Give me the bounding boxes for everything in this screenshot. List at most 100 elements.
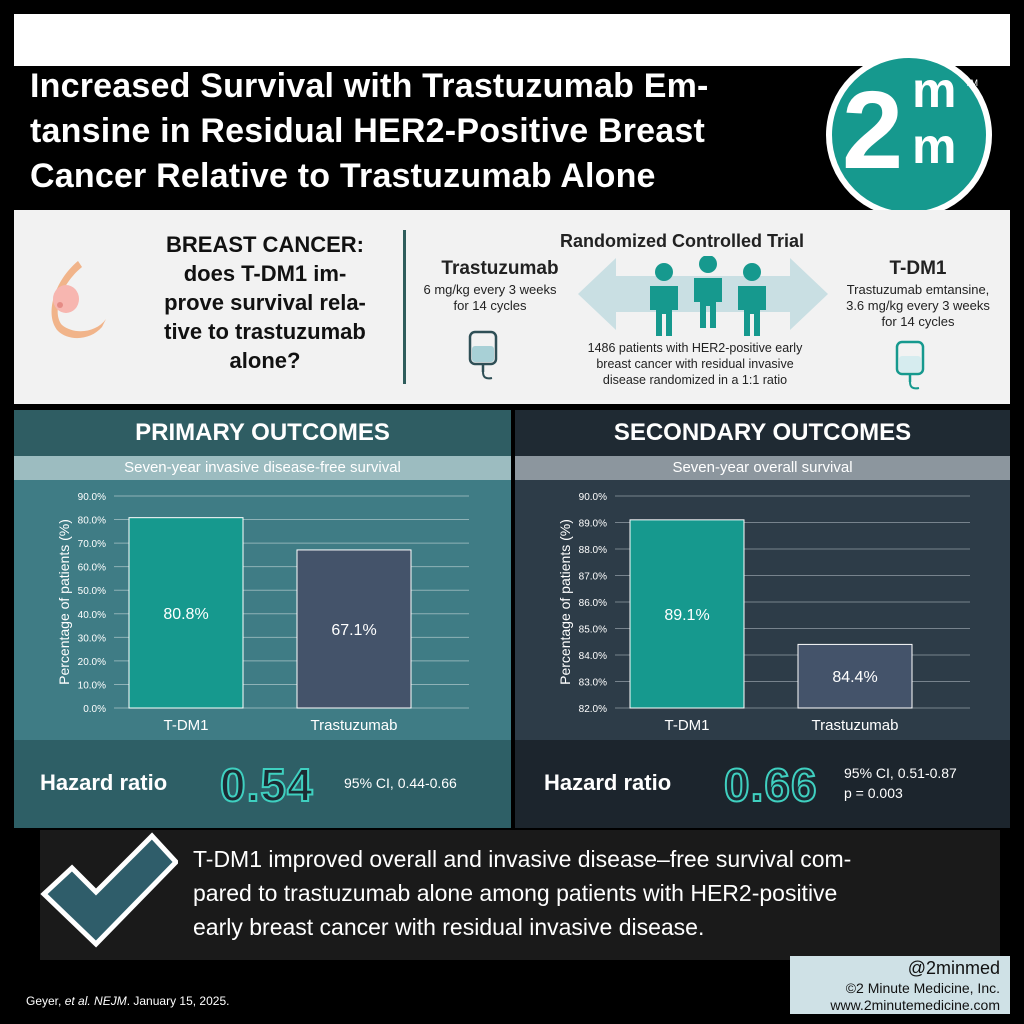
- primary-outcomes-title: PRIMARY OUTCOMES: [14, 410, 511, 456]
- y-tick-label: 90.0%: [579, 492, 607, 503]
- trial-title: Randomized Controlled Trial: [560, 231, 805, 251]
- y-tick-label: 83.0%: [579, 678, 607, 689]
- bar-trastuzumab: [296, 549, 412, 709]
- y-axis-label: Percentage of patients (%): [557, 519, 573, 685]
- secondary-outcomes-title: SECONDARY OUTCOMES: [515, 410, 1010, 456]
- logo-trademark: TM: [965, 78, 978, 88]
- patients-line: disease randomized in a 1:1 ratio: [602, 373, 788, 387]
- y-tick-label: 10.0%: [78, 680, 106, 691]
- secondary-confidence-interval: 95% CI, 0.51-0.87: [844, 765, 957, 781]
- research-question: BREAST CANCER: does T-DM1 im- prove surv…: [140, 230, 390, 375]
- arm2-name: T-DM1: [889, 258, 947, 279]
- y-tick-label: 84.0%: [579, 651, 607, 662]
- title-line: Cancer Relative to Trastuzumab Alone: [30, 157, 656, 195]
- question-line: alone?: [229, 348, 301, 373]
- x-tick-label: Trastuzumab: [812, 717, 899, 734]
- citation: Geyer, et al. NEJM. January 15, 2025.: [26, 994, 229, 1008]
- primary-bar-chart: 0.0% 10.0% 20.0% 30.0% 40.0% 50.0% 60.0% 70.0% 8…: [56, 492, 469, 734]
- logo-circle: [826, 52, 992, 218]
- y-tick-label: 86.0%: [579, 598, 607, 609]
- data-label: 80.8%: [163, 606, 208, 623]
- question-line: BREAST CANCER:: [166, 232, 364, 257]
- conclusion-line: pared to trastuzumab alone among patient…: [193, 880, 838, 906]
- x-tick-label: Trastuzumab: [311, 717, 398, 734]
- secondary-statistics: 95% CI, 0.51-0.87 p = 0.003: [844, 763, 957, 803]
- arm2-dose: Trastuzumab emtansine, 3.6 mg/kg every 3…: [828, 282, 1008, 330]
- bar-t-dm1: [128, 517, 244, 709]
- y-tick-label: 82.0%: [579, 704, 607, 715]
- logo-letter-top: m: [912, 62, 957, 118]
- arm1-dose-line: 6 mg/kg every 3 weeks: [423, 282, 557, 297]
- social-handle: @2minmed: [907, 958, 1000, 978]
- page-title: Increased Survival with Trastuzumab Em- …: [30, 64, 830, 199]
- y-tick-label: 87.0%: [579, 572, 607, 583]
- y-tick-label: 0.0%: [83, 704, 106, 715]
- conclusion-text: T-DM1 improved overall and invasive dise…: [193, 842, 983, 944]
- arm1-dose: 6 mg/kg every 3 weeks for 14 cycles: [410, 282, 570, 314]
- question-line: prove survival rela-: [164, 290, 366, 315]
- secondary-hazard-band: [515, 740, 1010, 828]
- secondary-bar-chart: 82.0% 83.0% 84.0% 85.0% 86.0% 87.0% 88.0% 89.0%…: [557, 492, 970, 734]
- arm2-dose-line: for 14 cycles: [881, 314, 955, 329]
- iv-bag-icon: [468, 330, 498, 380]
- bar-trastuzumab: [797, 643, 913, 709]
- y-tick-label: 80.0%: [78, 516, 106, 527]
- conclusion-line: early breast cancer with residual invasi…: [193, 914, 705, 940]
- y-tick-label: 40.0%: [78, 610, 106, 621]
- arm2-dose-line: 3.6 mg/kg every 3 weeks: [846, 298, 990, 313]
- iv-bag-icon: [895, 340, 925, 390]
- copyright: ©2 Minute Medicine, Inc.: [845, 980, 1000, 996]
- y-tick-label: 90.0%: [78, 492, 106, 503]
- citation-etal: et al.: [64, 994, 91, 1008]
- data-label: 67.1%: [331, 622, 376, 639]
- arm1-dose-line: for 14 cycles: [453, 298, 527, 313]
- patients-line: breast cancer with residual invasive: [596, 357, 794, 371]
- conclusion-line: T-DM1 improved overall and invasive dise…: [193, 846, 852, 872]
- arm2-dose-line: Trastuzumab emtansine,: [846, 282, 990, 297]
- primary-outcome-subtitle: Seven-year invasive disease-free surviva…: [14, 456, 511, 480]
- y-tick-label: 30.0%: [78, 633, 106, 644]
- citation-journal: NEJM: [94, 994, 127, 1008]
- patients-icon: [650, 256, 766, 336]
- y-axis-label: Percentage of patients (%): [56, 519, 72, 685]
- checkmark-icon: [40, 832, 178, 948]
- breast-icon: [51, 261, 106, 339]
- conclusion-box: [40, 830, 1000, 960]
- question-line: tive to trastuzumab: [164, 319, 366, 344]
- primary-hazard-value: 0.54: [219, 758, 314, 812]
- logo-digit: 2: [842, 69, 904, 192]
- citation-date: . January 15, 2025.: [126, 994, 230, 1008]
- question-line: does T-DM1 im-: [183, 261, 347, 286]
- logo-letter-bottom: m: [912, 118, 957, 174]
- data-label: 84.4%: [832, 669, 877, 686]
- bar-t-dm1: [629, 519, 745, 709]
- y-tick-label: 85.0%: [579, 625, 607, 636]
- secondary-hazard-value: 0.66: [723, 758, 818, 812]
- x-tick-label: T-DM1: [164, 717, 209, 734]
- title-line: Increased Survival with Trastuzumab Em-: [30, 67, 709, 105]
- arm1-name: Trastuzumab: [441, 258, 559, 279]
- y-tick-label: 50.0%: [78, 586, 106, 597]
- primary-hazard-band: [14, 740, 511, 828]
- y-tick-label: 89.0%: [579, 519, 607, 530]
- primary-hazard-label: Hazard ratio: [40, 770, 168, 795]
- website-url: www.2minutemedicine.com: [830, 997, 1000, 1013]
- credit-box: [790, 956, 1010, 1014]
- primary-confidence-interval: 95% CI, 0.44-0.66: [344, 775, 457, 791]
- secondary-outcome-subtitle: Seven-year overall survival: [515, 456, 1010, 480]
- y-tick-label: 60.0%: [78, 563, 106, 574]
- y-tick-label: 70.0%: [78, 539, 106, 550]
- data-label: 89.1%: [664, 607, 709, 624]
- title-top-strip: [14, 14, 1010, 66]
- citation-authors: Geyer,: [26, 994, 65, 1008]
- panel-divider: [403, 230, 406, 384]
- patients-line: 1486 patients with HER2-positive early: [587, 341, 803, 355]
- patients-description: 1486 patients with HER2-positive early b…: [560, 340, 830, 388]
- y-tick-label: 20.0%: [78, 657, 106, 668]
- question-panel: [14, 210, 1010, 404]
- y-tick-label: 88.0%: [579, 545, 607, 556]
- title-line: tansine in Residual HER2-Positive Breast: [30, 112, 705, 150]
- x-tick-label: T-DM1: [665, 717, 710, 734]
- secondary-hazard-label: Hazard ratio: [544, 770, 672, 795]
